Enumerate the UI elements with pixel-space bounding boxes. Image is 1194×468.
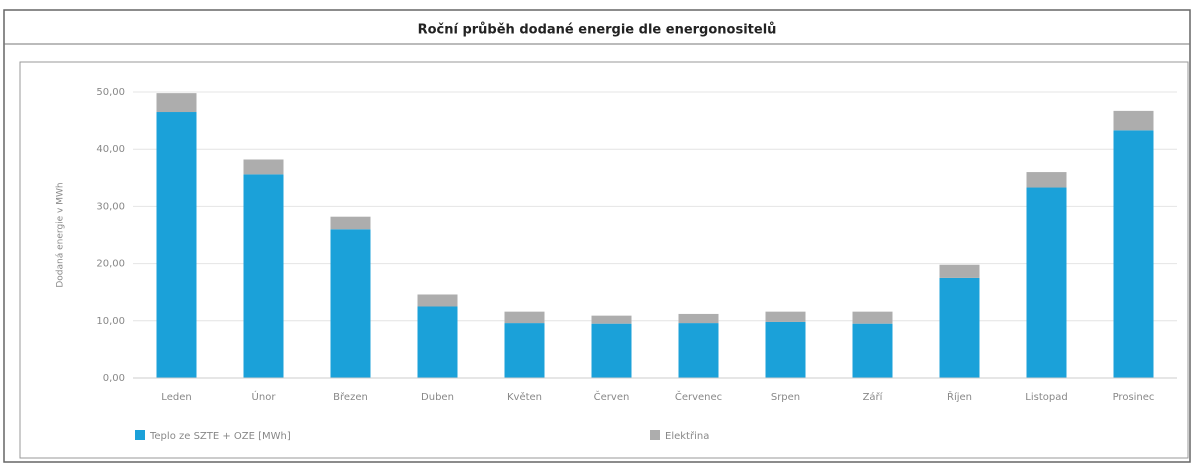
bar-segment bbox=[852, 311, 893, 324]
bar-segment bbox=[156, 112, 197, 379]
bar-segment bbox=[1026, 187, 1067, 378]
x-tick-label: Duben bbox=[421, 392, 454, 403]
bar-segment bbox=[417, 306, 458, 378]
x-tick-label: Říjen bbox=[947, 390, 972, 403]
x-tick-label: Srpen bbox=[771, 392, 800, 403]
x-tick-label: Prosinec bbox=[1113, 392, 1155, 403]
bar-segment bbox=[678, 323, 719, 378]
x-tick-label: Leden bbox=[161, 392, 191, 403]
y-tick-label: 30,00 bbox=[96, 201, 125, 212]
y-tick-label: 0,00 bbox=[103, 373, 125, 384]
bar-segment bbox=[1026, 172, 1067, 188]
x-tick-label: Září bbox=[863, 391, 884, 403]
bar-segment bbox=[1113, 110, 1154, 131]
y-tick-label: 50,00 bbox=[96, 87, 125, 98]
x-tick-label: Listopad bbox=[1025, 392, 1067, 403]
bar-segment bbox=[504, 323, 545, 378]
bar-segment bbox=[852, 323, 893, 378]
x-tick-label: Březen bbox=[333, 391, 368, 403]
legend-swatch bbox=[650, 430, 660, 440]
bar-segment bbox=[330, 229, 371, 378]
x-tick-label: Únor bbox=[252, 390, 277, 403]
chart-frame bbox=[19, 61, 1189, 459]
bar-segment bbox=[591, 323, 632, 378]
bar-segment bbox=[330, 216, 371, 230]
bar-segment bbox=[1113, 130, 1154, 378]
bar-segment bbox=[417, 294, 458, 307]
outer-frame bbox=[3, 9, 1191, 463]
x-tick-label: Červenec bbox=[675, 390, 722, 403]
bar-segment bbox=[591, 315, 632, 324]
legend-swatch bbox=[135, 430, 145, 440]
y-tick-label: 20,00 bbox=[96, 259, 125, 270]
y-tick-label: 40,00 bbox=[96, 144, 125, 155]
bar-segment bbox=[765, 311, 806, 322]
bar-segment bbox=[678, 313, 719, 324]
chart-title: Roční průběh dodané energie dle energono… bbox=[418, 23, 777, 38]
y-tick-label: 10,00 bbox=[96, 316, 125, 327]
bar-segment bbox=[243, 174, 284, 378]
bar-segment bbox=[765, 321, 806, 378]
x-tick-label: Květen bbox=[507, 391, 542, 403]
bar-segment bbox=[939, 264, 980, 278]
x-tick-label: Červen bbox=[594, 390, 630, 403]
bar-segment bbox=[504, 311, 545, 324]
bar-segment bbox=[939, 277, 980, 378]
legend-label: Teplo ze SZTE + OZE [MWh] bbox=[149, 431, 291, 442]
bar-segment bbox=[156, 93, 197, 113]
bar-segment bbox=[243, 159, 284, 175]
y-axis-label: Dodaná energie v MWh bbox=[56, 182, 66, 287]
legend-label: Elektřina bbox=[665, 430, 709, 442]
